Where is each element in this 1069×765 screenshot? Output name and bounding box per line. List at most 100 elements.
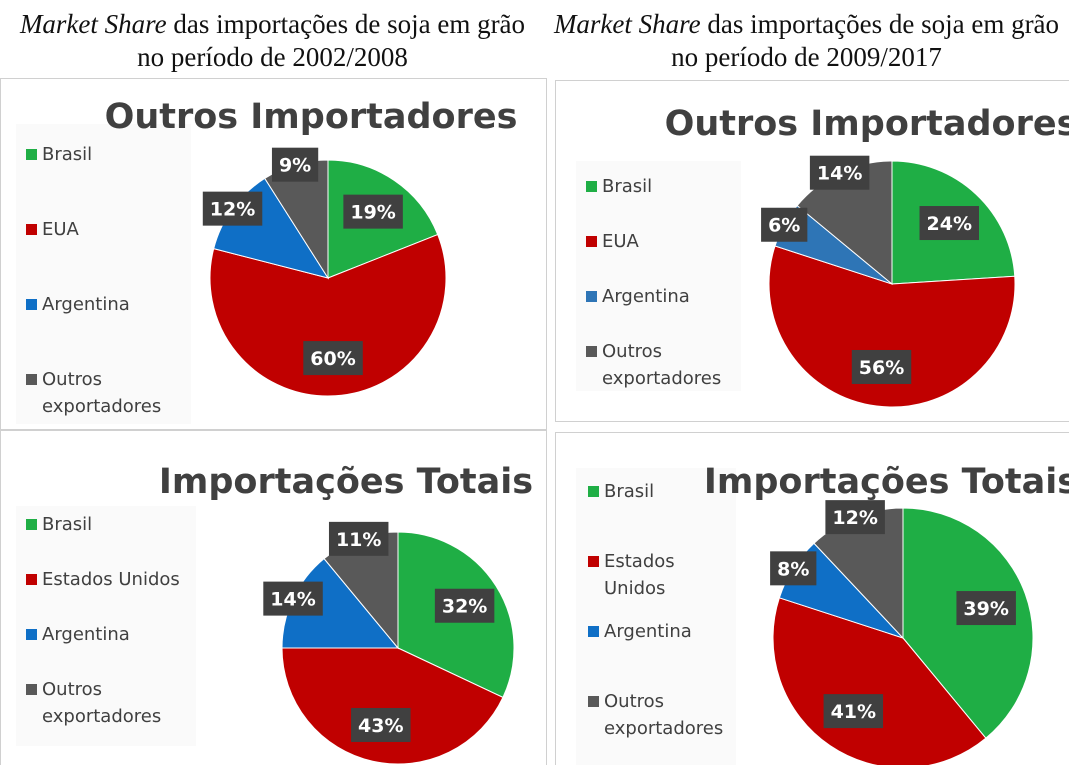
legend-label: EUA xyxy=(602,231,639,252)
heading-em: Market Share xyxy=(19,9,167,39)
legend-item: Brasil xyxy=(586,173,746,200)
data-label-text: 43% xyxy=(358,715,403,737)
data-label: 12% xyxy=(202,191,263,226)
data-label-text: 14% xyxy=(817,163,862,185)
data-label-text: 9% xyxy=(279,155,311,177)
legend-label: Estados Unidos xyxy=(604,551,675,599)
heading-text: das importações de soja em grão no perío… xyxy=(671,9,1060,72)
data-label-text: 14% xyxy=(270,589,315,611)
data-label: 14% xyxy=(263,581,323,616)
chart-title: Importações Totais xyxy=(704,462,1069,502)
data-label-box xyxy=(825,500,885,535)
legend-swatch xyxy=(588,556,599,567)
heading: Market Share das importações de soja em … xyxy=(0,8,545,74)
chart: Importações Totais 32% 43% 14% 11% xyxy=(16,462,533,765)
legend-swatch xyxy=(588,626,599,637)
legend-label: Outros exportadores xyxy=(42,679,162,727)
data-label-text: 8% xyxy=(777,558,809,580)
data-label-text: 39% xyxy=(963,598,1008,620)
data-label: 56% xyxy=(851,349,912,384)
legend-label: Brasil xyxy=(604,481,655,502)
data-label-text: 32% xyxy=(442,596,487,618)
data-label: 6% xyxy=(761,207,808,242)
legend-label: Outros exportadores xyxy=(602,341,722,389)
chart-panel: Importações Totais 32% 43% 14% 11% Brasil Esta… xyxy=(0,430,547,765)
data-label-text: 60% xyxy=(310,348,355,370)
chart: Outros Importadores 19% 60% 12% 9% xyxy=(16,97,517,424)
legend-item: Outros exportadores xyxy=(586,338,746,392)
heading-em: Market Share xyxy=(553,9,701,39)
data-label-box xyxy=(919,206,979,241)
data-label: 8% xyxy=(770,551,817,586)
legend-swatch xyxy=(26,519,37,530)
legend-swatch xyxy=(586,236,597,247)
pie-slice xyxy=(768,245,1016,408)
data-label: 14% xyxy=(809,155,870,190)
data-label: 43% xyxy=(351,707,411,742)
legend-background xyxy=(16,506,196,746)
data-label: 24% xyxy=(919,206,979,241)
legend-item: Brasil xyxy=(26,511,186,538)
data-label-box xyxy=(809,155,870,190)
legend-item: Outros exportadores xyxy=(26,366,186,420)
data-label: 19% xyxy=(343,194,403,229)
legend-swatch xyxy=(26,629,37,640)
legend-label: EUA xyxy=(42,219,79,240)
chart-panel: Outros Importadores 24% 56% 6% 14% Brasil EUA A… xyxy=(555,80,1069,422)
legend-background xyxy=(16,124,191,424)
data-label-box xyxy=(770,551,817,586)
legend-item: Brasil xyxy=(588,478,748,505)
legend-swatch xyxy=(586,346,597,357)
legend-item: EUA xyxy=(26,216,186,243)
legend-label: Brasil xyxy=(42,144,93,165)
legend-label: Argentina xyxy=(604,621,692,642)
pie-slice xyxy=(281,647,504,765)
heading-text: das importações de soja em grão no perío… xyxy=(137,9,526,72)
legend-label: Outros exportadores xyxy=(604,691,724,739)
data-label: 60% xyxy=(303,341,363,376)
data-label-box xyxy=(823,694,884,729)
data-label-text: 24% xyxy=(927,213,972,235)
chart: Importações Totais 39% 41% 8% 12% xyxy=(576,462,1069,765)
legend-item: Outros exportadores xyxy=(588,688,748,742)
data-label-box xyxy=(343,194,403,229)
legend-swatch xyxy=(26,299,37,310)
data-label: 39% xyxy=(956,591,1016,626)
data-label-box xyxy=(303,341,363,376)
legend-item: Argentina xyxy=(588,618,748,645)
legend-label: Argentina xyxy=(42,624,130,645)
data-label: 9% xyxy=(271,147,319,182)
chart-panel: Importações Totais 39% 41% 8% 12% Brasil Estad… xyxy=(555,432,1069,765)
data-label-box xyxy=(761,207,808,242)
legend-swatch xyxy=(26,224,37,235)
chart-panel: Outros Importadores 19% 60% 12% 9% Brasil EUA A… xyxy=(0,78,547,430)
data-label-text: 19% xyxy=(350,202,395,224)
data-label: 32% xyxy=(434,588,495,623)
heading: Market Share das importações de soja em … xyxy=(534,8,1069,74)
data-label-box xyxy=(851,349,912,384)
data-label-box xyxy=(328,521,389,556)
data-label-box xyxy=(956,591,1016,626)
data-label-box xyxy=(271,147,319,182)
legend-label: Argentina xyxy=(42,294,130,315)
legend-swatch xyxy=(26,374,37,385)
data-label-text: 56% xyxy=(859,357,904,379)
legend-swatch xyxy=(588,696,599,707)
data-label: 12% xyxy=(825,500,885,535)
data-label-text: 12% xyxy=(832,507,877,529)
data-label: 41% xyxy=(823,694,884,729)
legend-label: Argentina xyxy=(602,286,690,307)
legend-swatch xyxy=(26,684,37,695)
data-label: 11% xyxy=(328,521,389,556)
legend-item: EUA xyxy=(586,228,746,255)
legend-item: Estados Unidos xyxy=(588,548,688,602)
legend-background xyxy=(576,161,741,391)
legend-swatch xyxy=(588,486,599,497)
legend-item: Argentina xyxy=(26,621,186,648)
data-label-box xyxy=(202,191,263,226)
legend-item: Argentina xyxy=(26,291,186,318)
chart-title: Outros Importadores xyxy=(665,104,1069,144)
legend-label: Brasil xyxy=(602,176,653,197)
data-label-box xyxy=(263,581,323,616)
